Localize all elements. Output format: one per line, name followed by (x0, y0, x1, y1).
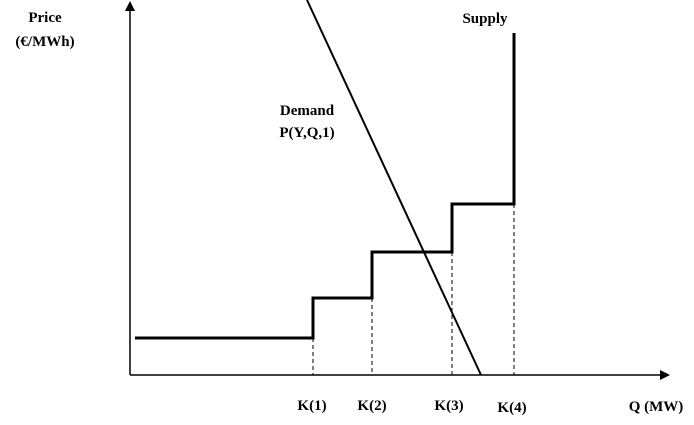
capacity-label: K(1) (297, 398, 326, 414)
capacity-label: K(4) (497, 400, 526, 416)
capacity-guides (312, 204, 515, 375)
y-unit: (€/MWh) (15, 34, 74, 50)
demand-formula: P(Y,Q,1) (279, 125, 334, 141)
capacity-label: K(3) (434, 398, 463, 414)
y-label: Price (28, 10, 62, 26)
capacity-label: K(2) (357, 398, 386, 414)
supply-curve (135, 33, 516, 340)
x-label: Q (MW) (629, 399, 684, 415)
demand-label: Demand (280, 103, 335, 119)
supply-label: Supply (462, 11, 508, 27)
demand-curve (306, 0, 482, 376)
